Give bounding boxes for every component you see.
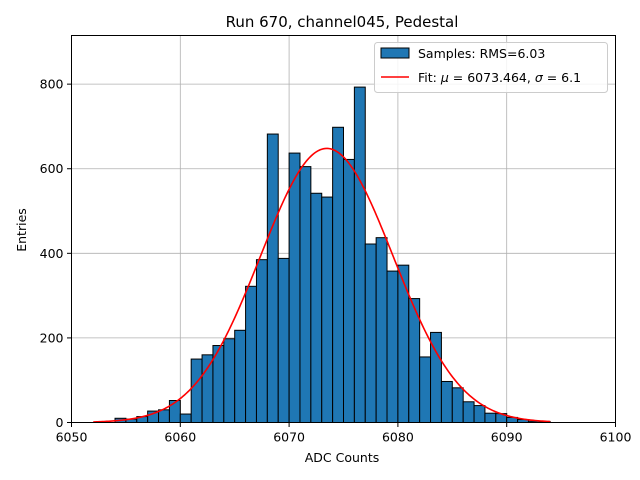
histogram-bar [299, 166, 312, 423]
x-tick-label: 6080 [382, 430, 414, 445]
histogram-bar [245, 285, 257, 424]
legend-mu-symbol: μ [440, 70, 449, 85]
histogram-bar [343, 158, 355, 423]
x-tick-label: 6060 [164, 430, 196, 445]
x-tick-label: 6070 [273, 430, 305, 445]
axis-ticks: 6050 6060 6070 6080 6090 6100 0 200 400 600 800 [40, 77, 632, 445]
histogram-bar [277, 257, 290, 423]
histogram-bar [255, 259, 268, 423]
x-tick-label: 6100 [600, 430, 632, 445]
legend-sigma-symbol: σ [535, 70, 544, 85]
y-tick-label: 0 [56, 415, 64, 430]
y-tick-label: 600 [40, 161, 64, 176]
y-tick-label: 200 [40, 330, 64, 345]
chart-title: Run 670, channel045, Pedestal [226, 13, 459, 31]
histogram-bar [386, 270, 399, 424]
histogram-bar [310, 192, 323, 423]
legend-fit-prefix: Fit: [418, 70, 441, 85]
legend-box [374, 42, 608, 93]
x-tick-label: 6050 [56, 430, 88, 445]
gaussian-fit-curve [93, 147, 551, 423]
y-axis-label: Entries [14, 208, 29, 252]
histogram-bar [190, 358, 203, 423]
histogram-bar [321, 196, 334, 423]
histogram-bar [223, 338, 236, 423]
legend-fit-label: Fit: μ = 6073.464, σ = 6.1 [418, 70, 581, 85]
histogram-bars [114, 86, 551, 424]
histogram-bar [288, 152, 301, 423]
histogram-bar [375, 237, 388, 423]
histogram-bar [234, 329, 247, 423]
x-tick-label: 6090 [491, 430, 523, 445]
histogram-bar [419, 356, 432, 424]
histogram-bar [484, 412, 497, 423]
histogram-bar [158, 409, 170, 423]
histogram-bar [440, 380, 453, 424]
y-tick-label: 400 [40, 246, 64, 261]
legend: Samples: RMS=6.03 Fit: μ = 6073.464, σ =… [374, 42, 608, 93]
histogram-bar [462, 401, 475, 424]
histogram-bar [473, 405, 486, 424]
histogram-bar [201, 354, 214, 424]
histogram-bar [353, 86, 366, 423]
histogram-bar [364, 243, 377, 423]
legend-mu-value: = 6073.464, [449, 70, 535, 85]
plot-frame [71, 35, 616, 423]
legend-histogram-label: Samples: RMS=6.03 [418, 46, 545, 61]
histogram-bar [179, 413, 192, 424]
histogram-bar [266, 133, 279, 423]
histogram-bar [332, 126, 344, 423]
x-axis-label: ADC Counts [305, 450, 380, 465]
legend-histogram-swatch [380, 47, 410, 59]
y-tick-label: 800 [40, 77, 64, 92]
legend-sigma-value: = 6.1 [543, 70, 581, 85]
histogram-bar [451, 387, 464, 423]
histogram-bar [168, 400, 181, 424]
